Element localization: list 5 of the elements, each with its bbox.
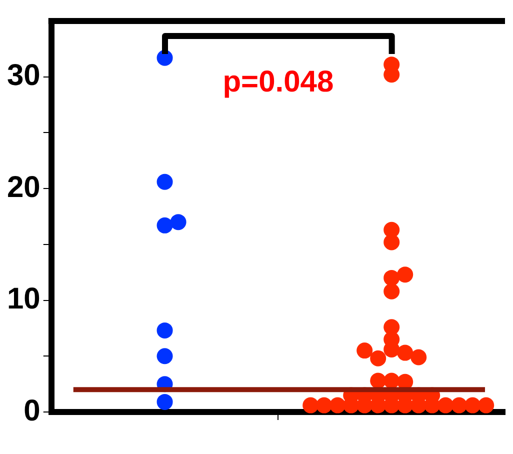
y-tick-label: 20 [6,170,40,204]
annotation: p=0.048 [222,65,334,98]
y-tick-label: 10 [6,282,40,316]
y-tick-label: 0 [24,394,40,428]
y-tick-label: 30 [6,59,40,92]
